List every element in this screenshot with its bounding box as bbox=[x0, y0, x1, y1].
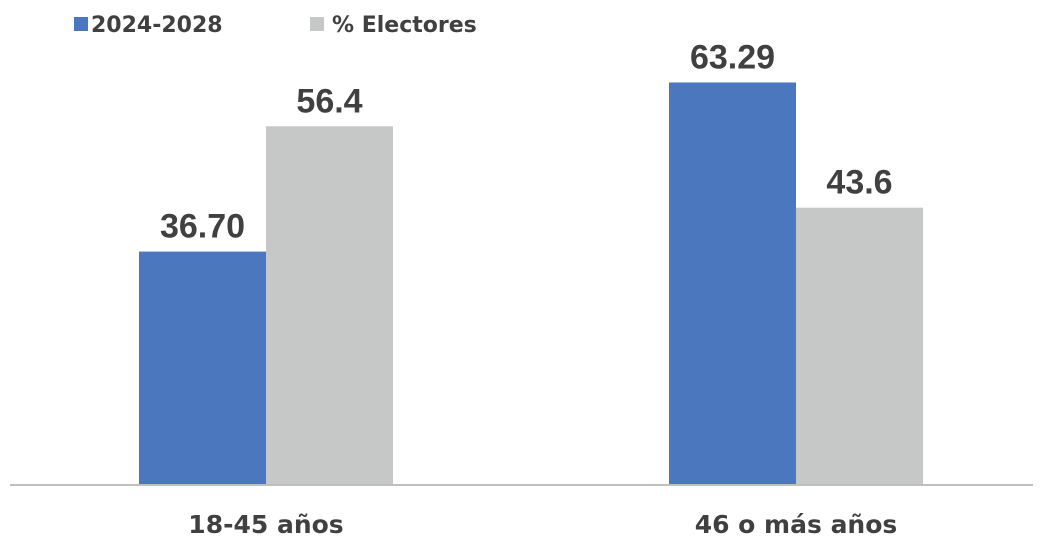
legend: 2024-2028 % Electores bbox=[74, 13, 477, 38]
legend-label-2: % Electores bbox=[332, 13, 477, 38]
data-label-series2-cat2: 43.6 bbox=[826, 164, 892, 202]
bar-series1-cat2 bbox=[669, 82, 796, 486]
category-labels-group: 18-45 años 46 o más años bbox=[188, 510, 897, 536]
bar-series1-cat1 bbox=[139, 251, 266, 485]
data-label-series1-cat2: 63.29 bbox=[690, 38, 775, 76]
legend-swatch-1 bbox=[74, 17, 88, 31]
bar-series2-cat2 bbox=[796, 207, 923, 486]
bar-series2-cat1 bbox=[266, 126, 393, 486]
legend-label-1: 2024-2028 bbox=[91, 13, 223, 38]
legend-swatch-2 bbox=[310, 17, 324, 31]
data-label-series2-cat1: 56.4 bbox=[296, 82, 362, 120]
data-labels-group: 36.70 56.4 63.29 43.6 bbox=[160, 38, 893, 245]
category-label-1: 18-45 años bbox=[188, 510, 343, 536]
bars-group bbox=[139, 82, 923, 486]
category-label-2: 46 o más años bbox=[695, 510, 898, 536]
data-label-series1-cat1: 36.70 bbox=[160, 208, 245, 246]
